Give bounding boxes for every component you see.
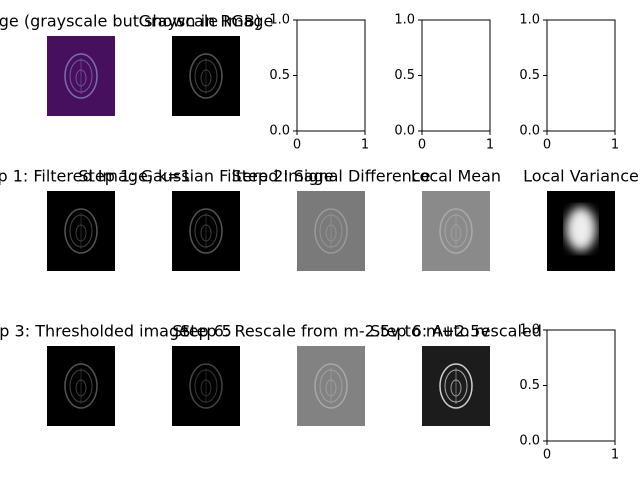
- y-tick-label: 1.0: [394, 13, 415, 28]
- panel-title: Local Variance: [523, 167, 639, 186]
- x-tick-label: 0: [293, 138, 301, 153]
- y-tick-label: 0.0: [269, 124, 290, 139]
- panel-title: Step 1: Gaussian Filtered Image: [78, 167, 333, 186]
- x-tick-label: 1: [486, 138, 494, 153]
- brain-outline: [314, 363, 348, 409]
- y-tick-label: 1.0: [519, 323, 540, 338]
- y-tick-label: 0.0: [394, 124, 415, 139]
- brain-outline: [64, 53, 98, 99]
- panel-title: Step 6: Auto rescaled: [370, 322, 542, 341]
- panel-title: Step 1: Filtered Image, k=1: [0, 167, 191, 186]
- brain-outline: [189, 363, 223, 409]
- panel-title: Grayscale Image: [139, 12, 274, 31]
- y-tick-label: 1.0: [269, 13, 290, 28]
- brain-outline: [314, 208, 348, 254]
- x-tick-label: 1: [611, 448, 619, 463]
- panel-title: Step 2: Signal Difference: [232, 167, 431, 186]
- panel-title: Original Image (grayscale but shown in R…: [0, 12, 261, 31]
- brain-outline: [64, 363, 98, 409]
- variance-blob: [566, 207, 596, 251]
- panel-title: Step 6: Rescale from m-2.5v to m+2.5v: [172, 322, 489, 341]
- y-tick-label: 0.5: [519, 68, 540, 83]
- y-tick-label: 0.0: [519, 434, 540, 449]
- y-tick-label: 0.5: [269, 68, 290, 83]
- brain-outline: [439, 363, 473, 409]
- brain-outline: [189, 208, 223, 254]
- axes-frame: [546, 329, 616, 442]
- brain-outline: [64, 208, 98, 254]
- panel-title: Step 5: [180, 322, 232, 341]
- y-tick-label: 0.5: [519, 378, 540, 393]
- x-tick-label: 0: [543, 448, 551, 463]
- y-tick-label: 0.0: [519, 124, 540, 139]
- y-tick-label: 1.0: [519, 13, 540, 28]
- panel-title: Step 3: Thresholded image: [0, 322, 189, 341]
- axes-frame: [421, 19, 491, 132]
- axes-frame: [546, 19, 616, 132]
- y-tick-label: 0.5: [394, 68, 415, 83]
- x-tick-label: 1: [611, 138, 619, 153]
- brain-outline: [189, 53, 223, 99]
- x-tick-label: 0: [418, 138, 426, 153]
- x-tick-label: 0: [543, 138, 551, 153]
- axes-frame: [296, 19, 366, 132]
- panel-title: Local Mean: [411, 167, 501, 186]
- brain-outline: [439, 208, 473, 254]
- x-tick-label: 1: [361, 138, 369, 153]
